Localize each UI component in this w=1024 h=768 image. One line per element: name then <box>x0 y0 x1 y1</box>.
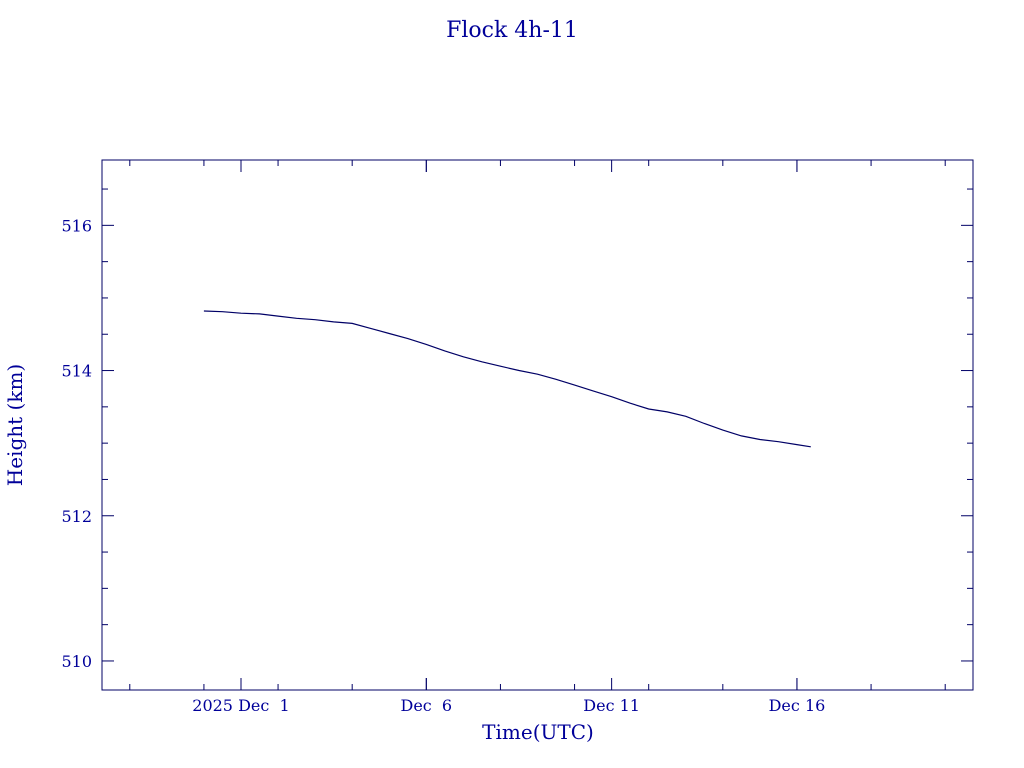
y-tick-label: 512 <box>61 507 92 526</box>
x-tick-label: 2025 Dec 1 <box>192 696 289 715</box>
y-axis-label: Height (km) <box>3 364 27 486</box>
x-tick-label: Dec 16 <box>769 696 826 715</box>
y-tick-label: 510 <box>61 652 92 671</box>
y-tick-label: 516 <box>61 216 92 235</box>
x-tick-label: Dec 11 <box>583 696 640 715</box>
x-axis: 2025 Dec 1 Dec 6 Dec 11 Dec 16 <box>129 160 946 715</box>
x-axis-label: Time(UTC) <box>482 720 594 744</box>
series-line <box>203 310 811 448</box>
chart-title: Flock 4h-11 <box>446 18 578 43</box>
plot-frame <box>101 159 974 691</box>
y-tick-label: 514 <box>61 362 92 381</box>
x-tick-label: Dec 6 <box>401 696 453 715</box>
y-axis: 510 512 514 516 <box>61 188 973 671</box>
